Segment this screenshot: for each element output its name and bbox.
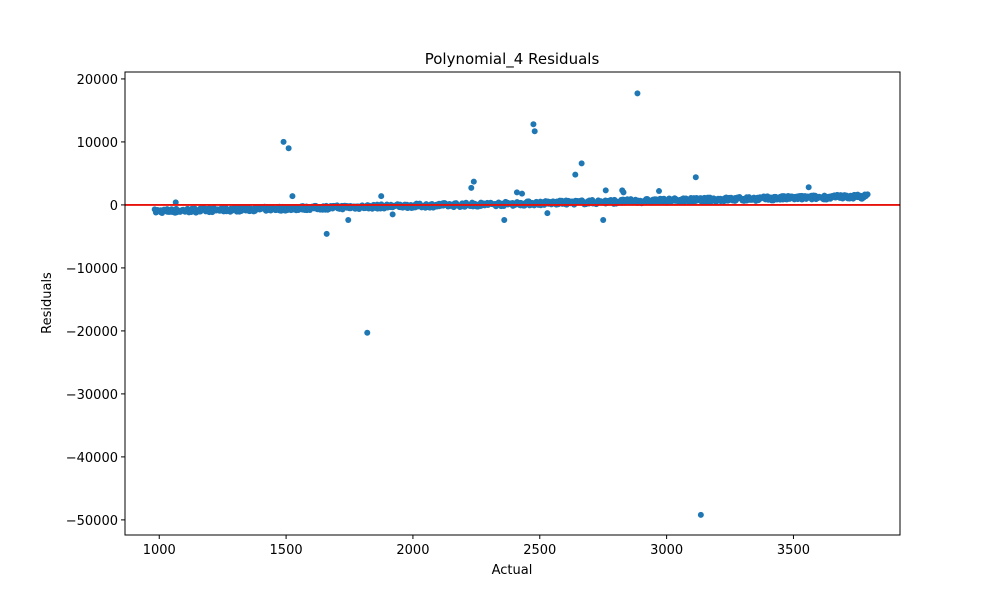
outlier-point <box>280 138 287 145</box>
outlier-point <box>519 190 526 197</box>
outlier-point <box>805 184 812 191</box>
chart-title: Polynomial_4 Residuals <box>425 50 600 69</box>
y-tick-label: 10000 <box>77 136 118 151</box>
x-tick-label: 2500 <box>523 543 556 558</box>
y-axis-ticks: 20000 10000 0 −10000 −20000 −30000 −40000 −5000… <box>66 73 125 529</box>
outlier-point <box>544 210 551 217</box>
x-tick-label: 2000 <box>396 543 429 558</box>
outlier-point <box>572 171 579 178</box>
x-tick-label: 1500 <box>270 543 303 558</box>
outlier-point <box>530 121 537 128</box>
outlier-point <box>697 511 704 518</box>
outlier-point <box>602 187 609 194</box>
outlier-point <box>323 230 330 237</box>
outlier-point <box>600 217 607 224</box>
outlier-point <box>470 178 477 185</box>
outlier-point <box>285 145 292 152</box>
band-point <box>864 191 871 198</box>
outlier-point <box>634 90 641 97</box>
outlier-point <box>378 193 385 200</box>
y-tick-label: 0 <box>110 199 118 214</box>
y-axis-label: Residuals <box>40 272 55 334</box>
y-tick-label: −30000 <box>66 388 118 403</box>
outlier-point <box>656 188 662 195</box>
x-axis-ticks: 1000 1500 2000 2500 3000 3500 <box>143 535 810 558</box>
y-tick-label: −40000 <box>66 451 118 466</box>
outlier-point <box>289 193 296 200</box>
plot-frame <box>124 71 901 536</box>
outlier-point <box>531 128 538 135</box>
outlier-point <box>345 217 352 224</box>
scatter-points <box>151 90 871 518</box>
outlier-point <box>172 199 179 206</box>
outlier-point <box>692 174 699 181</box>
y-tick-label: −20000 <box>66 325 118 340</box>
x-axis-label: Actual <box>492 563 533 578</box>
x-tick-label: 3500 <box>777 543 810 558</box>
outlier-point <box>389 211 396 218</box>
y-tick-label: −50000 <box>66 514 118 529</box>
y-tick-label: 20000 <box>77 73 118 88</box>
outlier-point <box>578 160 585 167</box>
outlier-point <box>364 329 371 336</box>
outlier-point <box>620 189 627 196</box>
x-tick-label: 3000 <box>650 543 683 558</box>
y-tick-label: −10000 <box>66 262 118 277</box>
outlier-point <box>513 189 520 196</box>
outlier-point <box>501 217 508 224</box>
outlier-point <box>468 184 475 191</box>
x-tick-label: 1000 <box>143 543 176 558</box>
